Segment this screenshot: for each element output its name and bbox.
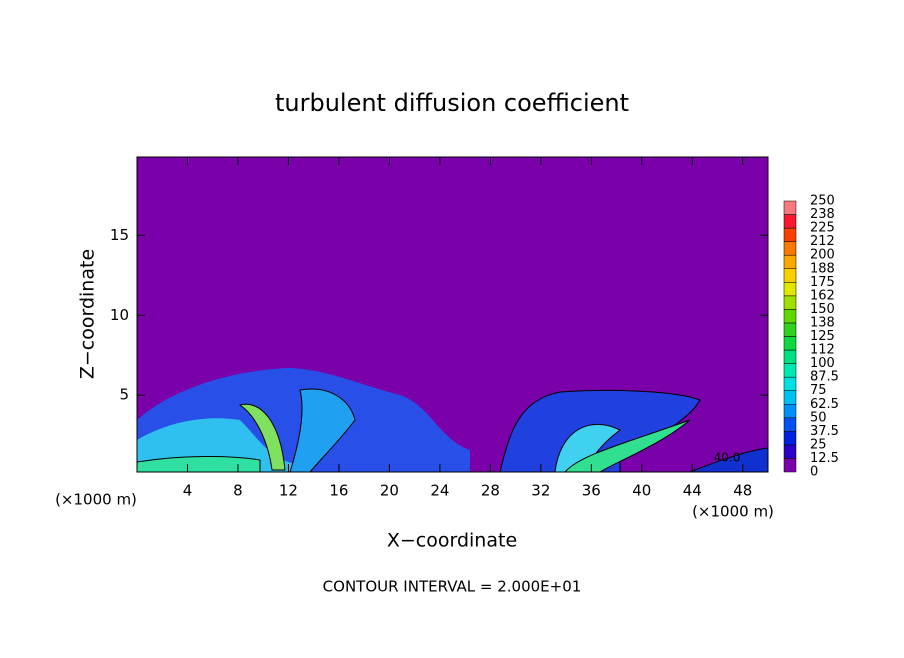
colorbar-label: 212 [810,234,835,249]
colorbar-label: 0 [810,465,818,480]
colorbar-swatch [783,376,797,391]
colorbar-label: 100 [810,356,835,371]
x-tick-label: 48 [733,482,752,500]
x-tick-label: 44 [683,482,702,500]
colorbar-label: 175 [810,275,835,290]
colorbar-swatch [783,227,797,242]
colorbar-swatch [783,200,797,215]
colorbar-swatch [783,241,797,256]
colorbar-swatch [783,404,797,419]
x-tick-label: 32 [531,482,550,500]
colorbar-label: 50 [810,410,827,425]
y-tick-label: 10 [110,306,129,324]
x-unit: (×1000 m) [55,491,137,509]
colorbar-swatch [783,336,797,351]
annotation: 40.0 [714,451,741,465]
y-unit: (×1000 m) [692,503,774,521]
colorbar-swatch [783,254,797,269]
colorbar-label: 37.5 [810,424,839,439]
colorbar-swatch [783,214,797,229]
colorbar-swatch [783,444,797,459]
colorbar-swatch [783,309,797,324]
x-axis-label: X−coordinate [387,530,517,552]
colorbar-swatch [783,349,797,364]
colorbar-swatch [783,431,797,446]
y-tick-label: 15 [110,226,129,244]
colorbar-label: 125 [810,329,835,344]
colorbar-label: 75 [810,383,827,398]
x-tick-label: 28 [481,482,500,500]
x-tick-label: 40 [632,482,651,500]
colorbar-label: 138 [810,315,835,330]
colorbar-swatch [783,282,797,297]
colorbar-label: 112 [810,343,835,358]
colorbar-swatch [783,295,797,310]
colorbar-swatch [783,322,797,337]
footer: CONTOUR INTERVAL = 2.000E+01 [323,578,582,596]
colorbar-label: 87.5 [810,370,839,385]
x-tick-label: 8 [233,482,243,500]
colorbar-label: 150 [810,302,835,317]
y-axis-label: Z−coordinate [77,249,99,379]
colorbar-label: 250 [810,194,835,209]
x-tick-label: 12 [279,482,298,500]
field-region [289,388,356,473]
colorbar-swatch [783,417,797,432]
field-region [238,403,286,471]
colorbar-label: 62.5 [810,397,839,412]
x-tick-label: 36 [582,482,601,500]
colorbar-label: 12.5 [810,451,839,466]
chart-title: turbulent diffusion coefficient [275,89,629,117]
colorbar-label: 162 [810,288,835,303]
x-tick-label: 16 [329,482,348,500]
colorbar-label: 25 [810,437,827,452]
colorbar-label: 188 [810,261,835,276]
x-tick-label: 24 [430,482,449,500]
plot-frame [136,156,769,473]
colorbar-label: 238 [810,207,835,222]
colorbar-label: 200 [810,248,835,263]
colorbar-swatch [783,363,797,378]
field [136,368,769,473]
field-region [563,419,691,473]
colorbar-swatch [783,458,797,473]
field-region [136,455,261,473]
colorbar-swatch [783,390,797,405]
colorbar-swatch [783,268,797,283]
y-tick-label: 5 [119,386,129,404]
x-tick-label: 20 [380,482,399,500]
x-tick-label: 4 [183,482,193,500]
colorbar-label: 225 [810,221,835,236]
